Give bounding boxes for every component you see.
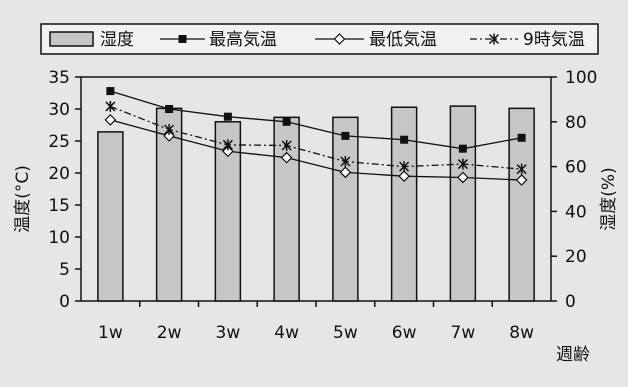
- y-left-tick-label: 15: [48, 196, 70, 216]
- legend-label: 9時気温: [523, 30, 585, 50]
- series-line-asterisk: [110, 105, 522, 170]
- x-tick-label: 3w: [216, 323, 241, 343]
- line-layer: [104, 87, 528, 186]
- y-left-tick-label: 5: [59, 260, 70, 280]
- y-left-tick-label: 10: [48, 228, 70, 248]
- y-right-tick-label: 100: [565, 68, 597, 88]
- legend-label: 最高気温: [209, 30, 277, 50]
- series-point-asterisk: [399, 161, 410, 173]
- axes: 0 5 10 15 20 25 30 35 0 20 40 60 80 100 1w 2w 3w 4w 5w 6w 7w…: [48, 68, 597, 343]
- series-point-asterisk: [164, 123, 175, 135]
- x-tick-label: 5w: [333, 323, 358, 343]
- y-right-tick-label: 80: [565, 113, 587, 133]
- humidity-bar: [449, 105, 477, 302]
- series-line-diamond: [110, 119, 522, 181]
- y-right-tick-label: 0: [565, 292, 576, 312]
- legend-marker-square: [178, 35, 187, 43]
- legend-marker-diamond: [333, 33, 346, 45]
- series-point-asterisk: [105, 100, 116, 112]
- series-point-asterisk: [222, 139, 233, 151]
- x-tick-label: 6w: [392, 323, 417, 343]
- y-axis-right-title: 湿度(%): [599, 167, 619, 230]
- series-point-square: [341, 131, 350, 140]
- series-point-diamond: [398, 170, 410, 183]
- series-point-diamond: [457, 171, 469, 184]
- y-left-tick-label: 0: [59, 292, 70, 312]
- series-point-diamond: [515, 174, 528, 186]
- series-point-square: [106, 87, 115, 96]
- x-axis-title: 週齢: [556, 345, 590, 365]
- x-tick-label: 2w: [157, 323, 182, 343]
- series-point-square: [458, 144, 467, 153]
- series-point-square: [517, 133, 526, 142]
- series-point-square: [165, 105, 174, 113]
- y-right-tick-label: 60: [565, 158, 587, 178]
- humidity-bar: [332, 116, 359, 302]
- x-tick-label: 8w: [509, 323, 534, 343]
- bar-layer: [97, 105, 535, 302]
- y-right-tick-label: 20: [565, 247, 587, 267]
- y-left-tick-label: 35: [48, 68, 70, 88]
- legend-marker-asterisk: [488, 33, 500, 45]
- series-point-square: [223, 112, 232, 121]
- x-tick-label: 1w: [98, 323, 123, 343]
- y-axis-left-title: 温度(°C): [13, 165, 33, 233]
- series-point-asterisk: [281, 139, 292, 151]
- y-left-tick-label: 30: [48, 100, 70, 120]
- series-point-diamond: [163, 130, 175, 142]
- series-point-asterisk: [516, 163, 527, 175]
- series-line-square: [110, 90, 522, 150]
- legend-label: 最低気温: [369, 30, 437, 50]
- legend-label: 湿度: [100, 30, 134, 50]
- humidity-bar: [97, 131, 124, 302]
- series-point-diamond: [280, 151, 293, 164]
- series-point-diamond: [339, 166, 352, 179]
- series-point-diamond: [104, 114, 117, 126]
- series-point-square: [400, 135, 409, 144]
- series-point-diamond: [222, 145, 234, 158]
- series-point-square: [282, 117, 291, 126]
- series-point-asterisk: [457, 158, 468, 170]
- x-tick-label: 7w: [451, 323, 476, 343]
- legend-swatch-bar: [49, 31, 94, 47]
- legend: 湿度 最高気温 最低気温 9時気温: [40, 23, 599, 55]
- y-left-tick-label: 20: [48, 164, 70, 184]
- x-tick-label: 4w: [274, 323, 299, 343]
- y-left-tick-label: 25: [48, 132, 70, 152]
- y-right-tick-label: 40: [565, 202, 587, 222]
- series-point-asterisk: [340, 155, 351, 167]
